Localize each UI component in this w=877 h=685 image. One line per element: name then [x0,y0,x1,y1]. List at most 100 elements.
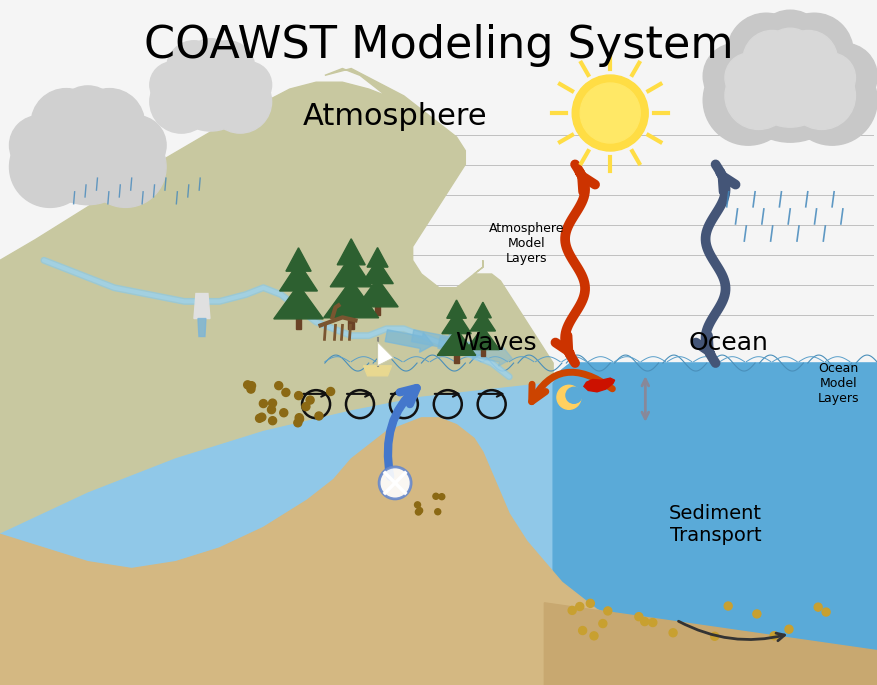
Circle shape [752,610,760,618]
Circle shape [168,47,253,131]
Circle shape [769,632,777,640]
Circle shape [586,599,594,608]
Circle shape [294,419,302,427]
Circle shape [75,88,145,159]
Circle shape [244,381,252,389]
Polygon shape [279,262,317,291]
Circle shape [247,382,255,390]
Circle shape [259,399,267,408]
Circle shape [575,603,583,610]
Circle shape [268,416,276,425]
Circle shape [85,127,166,208]
Circle shape [709,632,718,640]
Circle shape [730,22,849,142]
Polygon shape [544,603,877,685]
FancyArrow shape [438,336,485,359]
Polygon shape [470,312,495,331]
Circle shape [589,632,597,640]
Circle shape [821,608,829,616]
Polygon shape [197,319,206,336]
Circle shape [414,502,420,508]
Circle shape [280,409,288,416]
Polygon shape [286,248,310,271]
Polygon shape [363,366,391,376]
Circle shape [275,382,282,390]
Polygon shape [337,239,365,265]
Text: Sediment
Transport: Sediment Transport [668,503,761,545]
Circle shape [742,30,801,89]
Circle shape [326,388,334,395]
Circle shape [200,40,254,95]
Circle shape [295,414,303,422]
Circle shape [255,414,263,422]
Circle shape [648,619,656,627]
Polygon shape [377,342,393,366]
Circle shape [753,10,825,82]
Circle shape [567,606,575,614]
Circle shape [268,399,276,407]
Polygon shape [466,327,499,349]
Circle shape [745,37,834,127]
Text: COAWST Modeling System: COAWST Modeling System [144,24,733,67]
Circle shape [640,618,648,625]
Circle shape [438,494,445,499]
Circle shape [598,619,606,627]
Polygon shape [583,378,614,392]
Circle shape [225,62,271,108]
Bar [374,299,380,315]
Circle shape [295,392,303,399]
Polygon shape [0,363,877,685]
Circle shape [432,493,438,499]
Circle shape [813,603,821,611]
Circle shape [762,28,816,82]
Circle shape [787,62,854,129]
Text: Waves: Waves [455,330,536,355]
Text: Atmosphere
Model
Layers: Atmosphere Model Layers [488,222,564,264]
Polygon shape [361,260,393,284]
Circle shape [282,388,289,397]
Text: Atmosphere: Atmosphere [303,102,487,131]
Circle shape [724,602,731,610]
Circle shape [787,55,876,145]
Circle shape [774,13,852,91]
Polygon shape [441,311,471,334]
Circle shape [572,75,647,151]
Circle shape [556,385,581,410]
Circle shape [634,612,642,621]
Text: Ocean
Model
Layers: Ocean Model Layers [816,362,859,405]
Circle shape [315,412,323,420]
Bar [348,307,353,329]
Text: Ocean: Ocean [688,330,767,355]
Polygon shape [194,294,210,319]
Polygon shape [437,329,475,356]
FancyArrow shape [385,329,432,352]
Polygon shape [0,68,553,685]
Circle shape [566,387,581,403]
Circle shape [805,53,854,103]
Circle shape [10,116,68,175]
Circle shape [724,62,792,129]
Polygon shape [357,278,397,307]
Polygon shape [446,300,466,319]
Circle shape [167,40,221,95]
Circle shape [10,127,90,208]
Circle shape [603,607,611,615]
Circle shape [150,70,212,133]
Circle shape [726,13,804,91]
Circle shape [417,508,422,514]
Polygon shape [0,418,877,685]
Bar [481,343,484,356]
Circle shape [415,509,421,515]
Circle shape [33,97,142,205]
Circle shape [778,30,837,89]
Circle shape [296,415,303,423]
Circle shape [784,625,792,633]
Circle shape [150,62,196,108]
Circle shape [107,116,166,175]
Circle shape [306,396,314,404]
Polygon shape [553,363,877,685]
Circle shape [379,467,410,499]
FancyArrow shape [464,343,511,366]
Circle shape [810,43,876,109]
Circle shape [302,403,310,410]
